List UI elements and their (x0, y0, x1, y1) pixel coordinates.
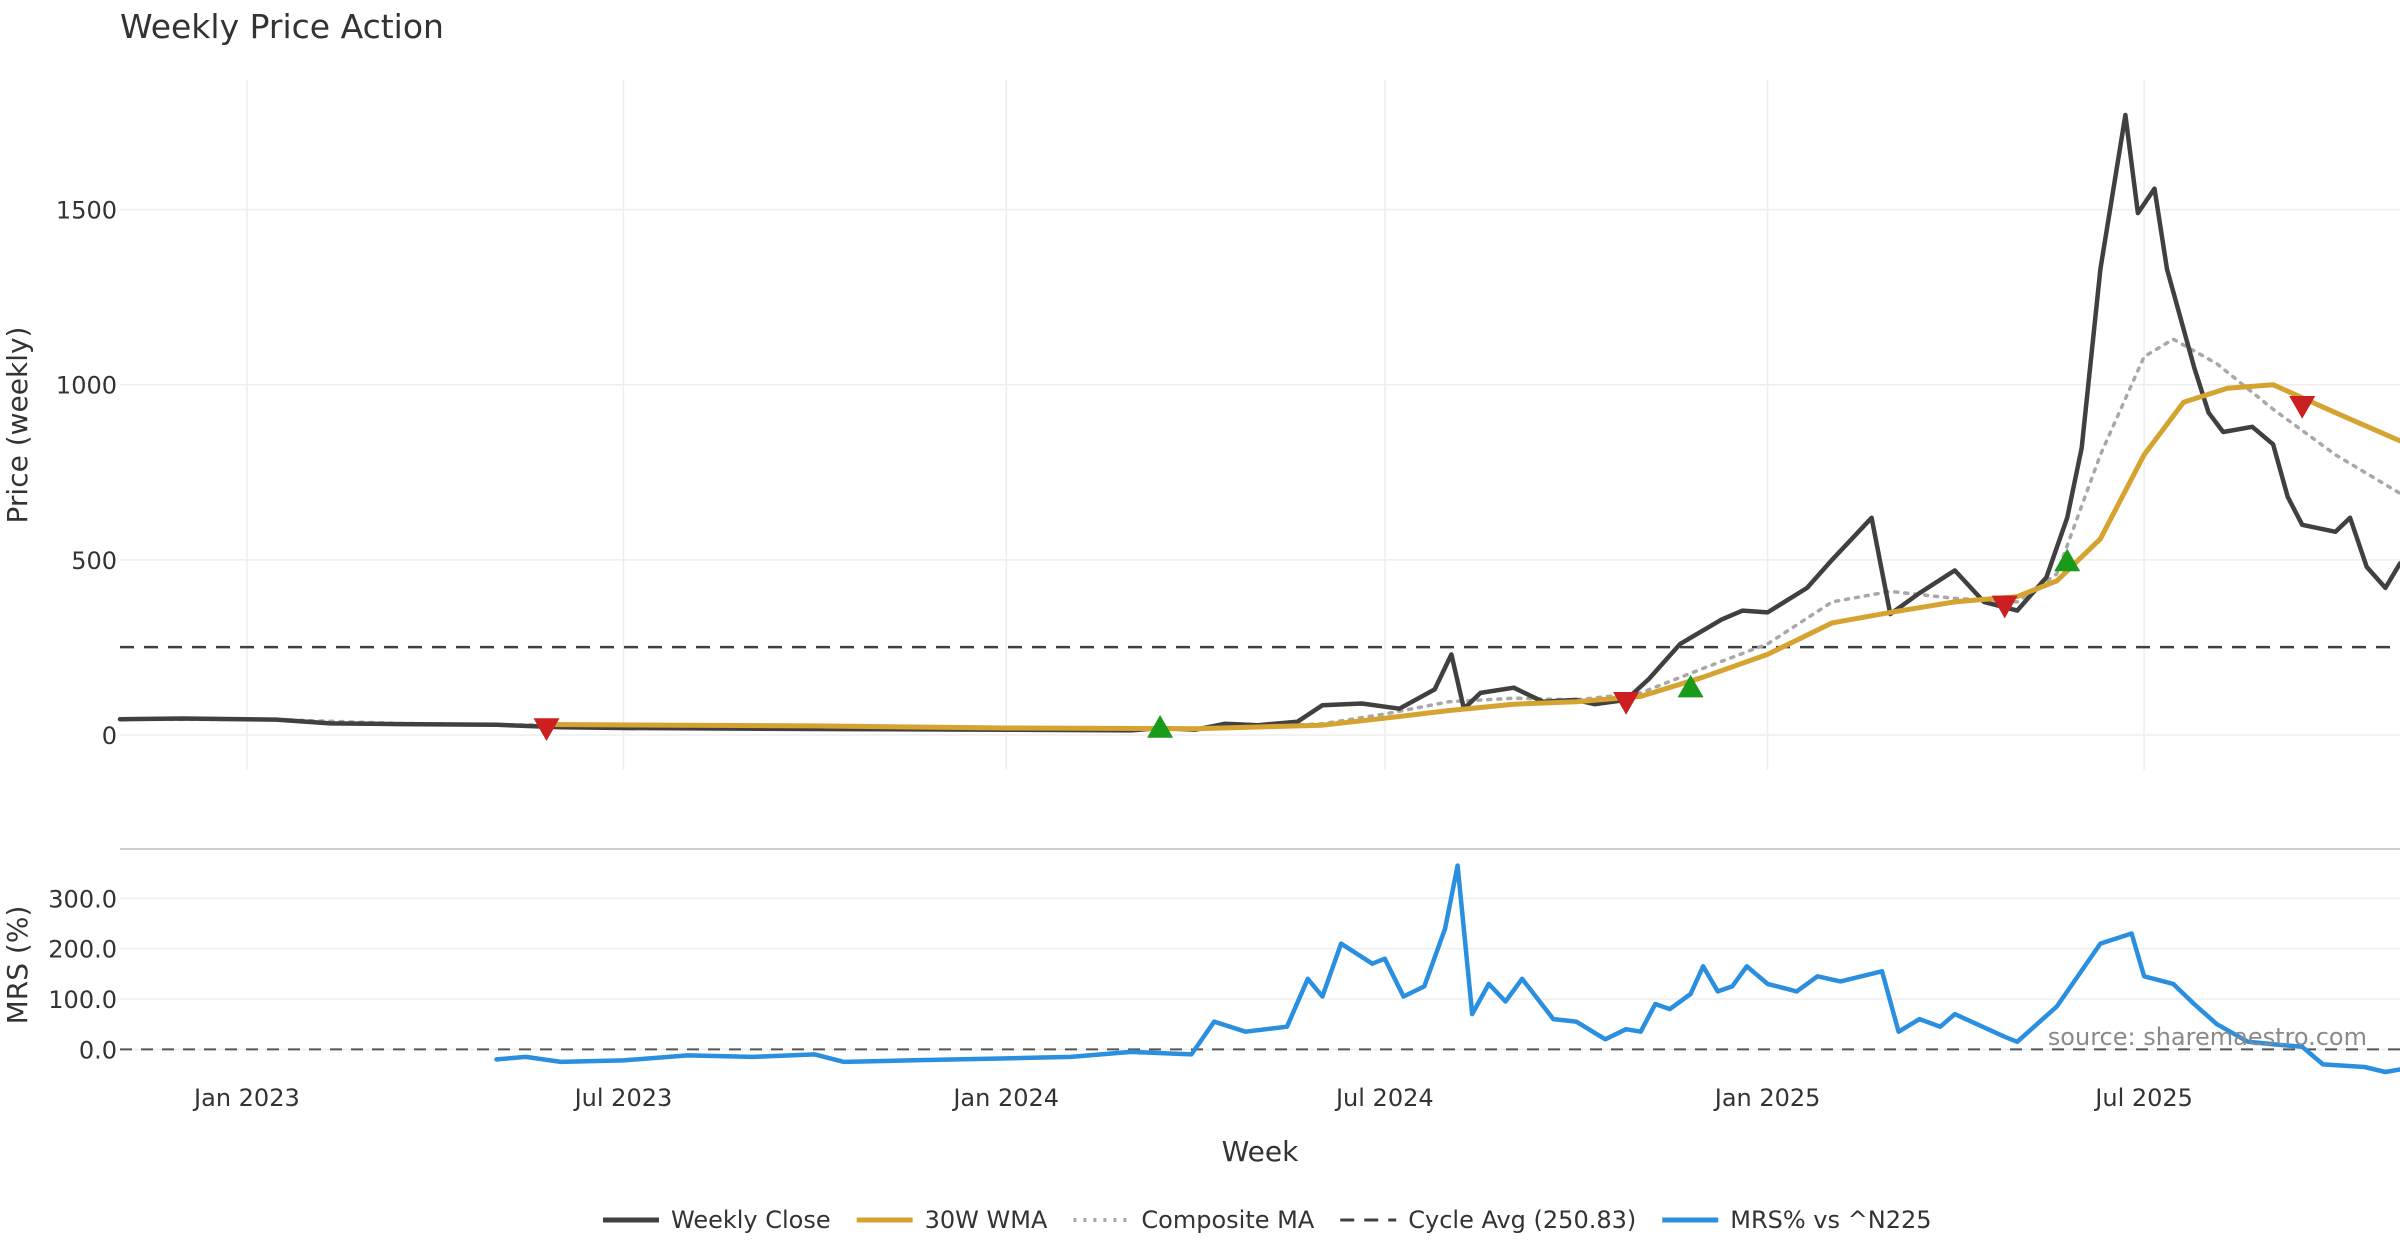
x-tick-5: Jul 2025 (2093, 1084, 2193, 1112)
mrs-y-ticks: 0.0 100.0 200.0 300.0 (48, 885, 117, 1064)
x-ticks: Jan 2023 Jul 2023 Jan 2024 Jul 2024 Jan 2025… (192, 1084, 2193, 1112)
signal-markers (533, 396, 2316, 741)
series-mrs-vs-n225 (494, 863, 2400, 1075)
mrs-ytick-3: 300.0 (48, 885, 117, 913)
series-30w-wma (544, 382, 2400, 732)
mrs-ytick-0: 0.0 (79, 1036, 117, 1064)
mrs-ytick-1: 100.0 (48, 986, 117, 1014)
marker-sell-0 (533, 718, 560, 741)
legend-label-30w-wma: 30W WMA (925, 1206, 1048, 1234)
x-axis-label: Week (1222, 1135, 1299, 1168)
legend: Weekly Close 30W WMA Composite MA Cycle Avg… (603, 1206, 1932, 1234)
x-tick-0: Jan 2023 (192, 1084, 300, 1112)
x-tick-3: Jul 2024 (1334, 1084, 1434, 1112)
source-note: source: sharemaestro.com (2048, 1023, 2367, 1051)
marker-buy-3 (1677, 674, 1704, 698)
series-composite-ma (118, 337, 2400, 731)
price-y-label: Price (weekly) (1, 327, 34, 524)
legend-label-weekly-close: Weekly Close (671, 1206, 831, 1234)
price-ytick-0: 0 (102, 722, 117, 750)
legend-label-cycle-avg-250-83: Cycle Avg (250.83) (1408, 1206, 1636, 1234)
price-y-ticks: 0 500 1000 1500 (56, 197, 117, 750)
marker-sell-4 (1991, 595, 2018, 619)
price-ytick-1: 500 (71, 547, 117, 575)
x-tick-1: Jul 2023 (573, 1084, 673, 1112)
price-series (117, 112, 2400, 733)
marker-sell-6 (2289, 396, 2316, 419)
price-grid (120, 80, 2400, 770)
mrs-y-label: MRS (%) (1, 906, 34, 1025)
legend-label-mrs-vs-n225: MRS% vs ^N225 (1730, 1206, 1931, 1234)
mrs-series (494, 863, 2400, 1075)
x-tick-2: Jan 2024 (951, 1084, 1059, 1112)
legend-label-composite-ma: Composite MA (1141, 1206, 1314, 1234)
price-ytick-2: 1000 (56, 372, 117, 400)
marker-buy-1 (1147, 715, 1174, 738)
x-tick-4: Jan 2025 (1713, 1084, 1821, 1112)
price-ytick-3: 1500 (56, 197, 117, 225)
marker-buy-5 (2054, 548, 2081, 572)
mrs-ytick-2: 200.0 (48, 936, 117, 964)
chart-title: Weekly Price Action (120, 7, 444, 46)
marker-sell-2 (1613, 692, 1640, 715)
